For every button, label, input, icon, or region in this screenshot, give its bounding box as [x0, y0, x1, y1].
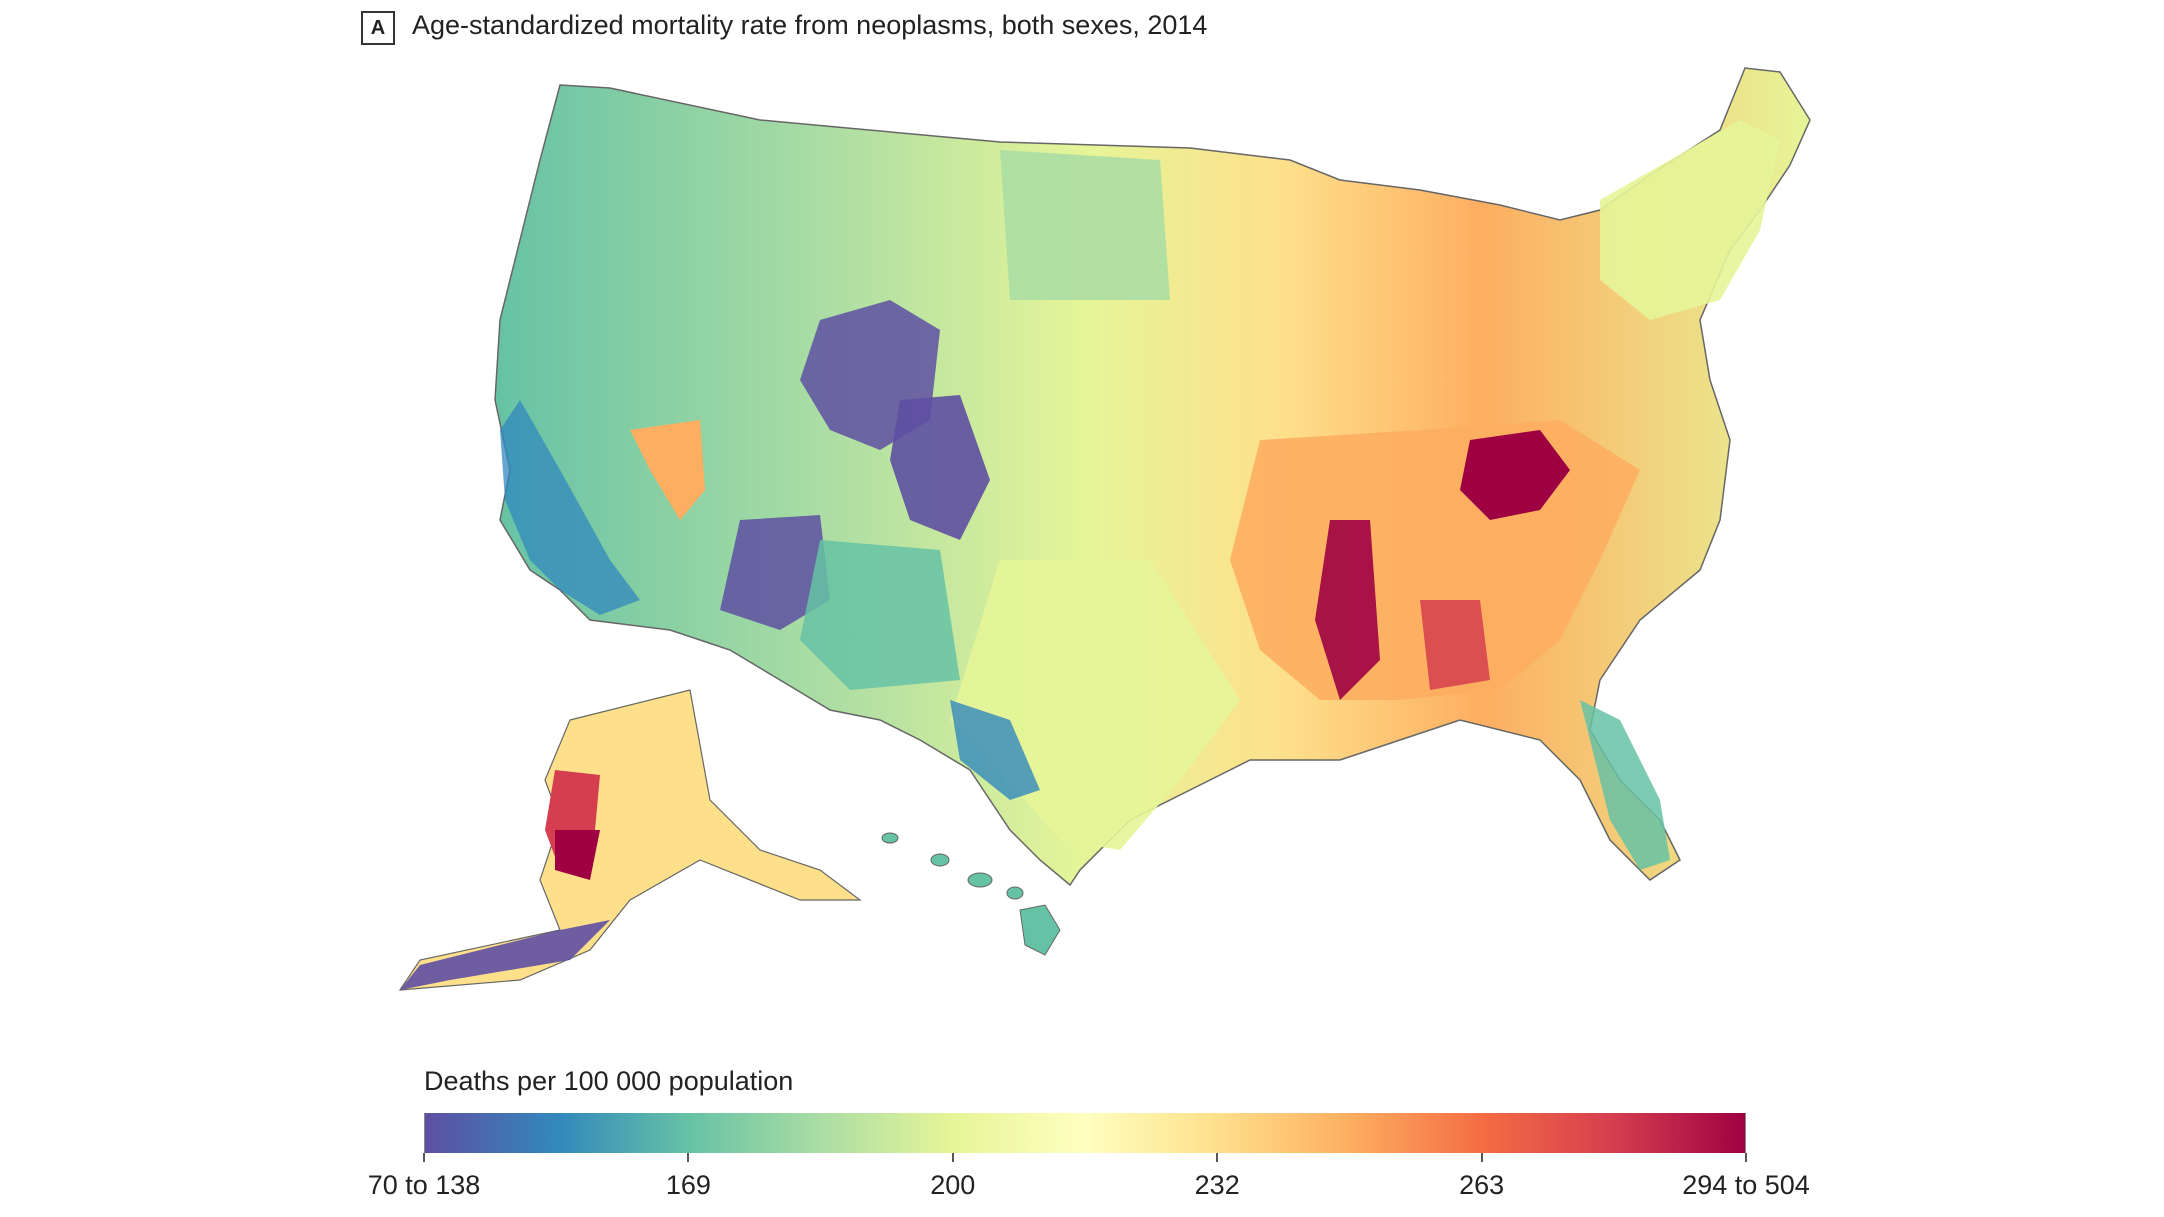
- mississippi-delta-high-region: [1315, 520, 1380, 700]
- legend-color-bar: [424, 1113, 1746, 1153]
- legend-tick-mark: [1745, 1153, 1747, 1162]
- legend-title: Deaths per 100 000 population: [424, 1066, 794, 1096]
- legend-tick-mark: [687, 1153, 690, 1162]
- alabama-high-region: [1420, 600, 1490, 690]
- legend-tick-mark: [423, 1153, 425, 1162]
- legend-tick-label: 70 to 138: [367, 1170, 481, 1200]
- northeast-region: [1600, 120, 1780, 320]
- map-title: Age-standardized mortality rate from neo…: [412, 10, 1208, 40]
- colorado-low-region: [890, 395, 990, 540]
- nevada-high-region: [630, 420, 705, 520]
- arizona-low-region: [720, 515, 830, 630]
- legend-tick-label: 263: [1459, 1170, 1505, 1200]
- texas-border-low-region: [950, 700, 1040, 800]
- alaska-southwest-high-region: [555, 830, 600, 880]
- legend-tick-mark: [1480, 1153, 1483, 1162]
- southwest-teal-region: [800, 540, 960, 690]
- hawaii-islands: [881, 832, 1061, 956]
- us-county-choropleth-map: [398, 67, 1811, 991]
- alaska-shape: [398, 689, 862, 991]
- legend-tick-mark: [951, 1153, 954, 1162]
- legend-tick-label: 169: [665, 1170, 711, 1200]
- legend-tick-mark: [1216, 1153, 1219, 1162]
- legend-tick-label: 232: [1194, 1170, 1240, 1200]
- northern-plains-region: [1000, 150, 1170, 300]
- legend-tick-label: 294 to 504: [1682, 1170, 1810, 1200]
- panel-label: A: [361, 11, 395, 45]
- alaska-aleutians-low-region: [400, 920, 610, 990]
- florida-region: [1580, 700, 1670, 870]
- legend-tick-label: 200: [930, 1170, 976, 1200]
- appalachia-high-region: [1460, 430, 1570, 520]
- california-coast-region: [500, 400, 640, 615]
